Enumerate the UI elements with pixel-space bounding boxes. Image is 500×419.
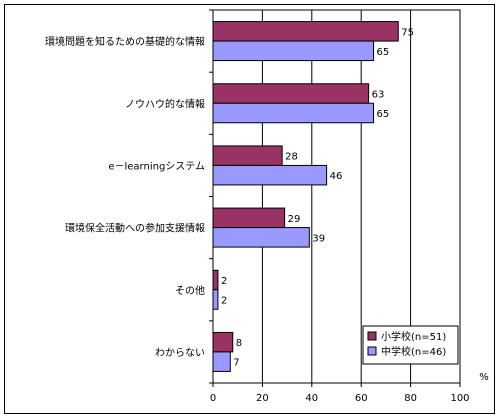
category-label-3: 環境保全活動への参加支援情報: [65, 222, 205, 235]
value-label-s1-c3: 39: [312, 233, 325, 244]
bars: [212, 21, 399, 372]
category-label-4: その他: [175, 284, 205, 297]
value-label-s0-c4: 2: [221, 276, 227, 287]
legend-box: [362, 325, 459, 365]
value-label-s0-c5: 8: [236, 338, 242, 349]
category-label-0: 環境問題を知るための基礎的な情報: [45, 35, 205, 48]
value-label-s0-c2: 28: [285, 152, 298, 163]
legend-label-1: 中学校(n=46): [381, 345, 446, 358]
bar-s0-c0: [212, 21, 399, 42]
bar-s0-c4: [212, 269, 219, 291]
x-tick-label-60: 60: [355, 393, 368, 404]
bar-s1-c2: [212, 164, 328, 186]
legend-swatch-0: [367, 331, 377, 341]
bar-s1-c4: [212, 289, 219, 310]
value-label-s1-c2: 46: [330, 171, 343, 182]
category-label-5: わからない: [155, 347, 205, 359]
bar-s1-c5: [212, 351, 231, 372]
bar-s1-c0: [212, 40, 375, 62]
value-label-s1-c1: 65: [377, 109, 390, 120]
axes: [209, 9, 461, 387]
x-tick-label-80: 80: [404, 393, 417, 404]
bar-s1-c3: [212, 227, 310, 248]
legend-swatch-1: [367, 346, 377, 356]
legend-label-0: 小学校(n=51): [381, 330, 446, 343]
category-label-1: ノウハウ的な情報: [125, 97, 205, 110]
category-label-2: e－learningシステム: [108, 160, 205, 172]
labels: 0 20 40 60 80 100% 環境問題を知るための基礎的な情報 75 65 ノウハウ的な情…: [45, 27, 489, 404]
value-label-s1-c4: 2: [221, 296, 227, 307]
value-label-s0-c0: 75: [401, 27, 414, 38]
bar-s1-c1: [212, 102, 375, 124]
bar-s0-c1: [212, 83, 370, 104]
x-tick-label-20: 20: [256, 393, 269, 404]
x-tick-label-0: 0: [210, 393, 216, 404]
bar-s0-c3: [212, 207, 286, 229]
legend: 小学校(n=51) 中学校(n=46): [362, 325, 459, 365]
value-label-s1-c5: 7: [233, 358, 239, 369]
value-label-s0-c1: 63: [372, 90, 385, 101]
x-tick-label-40: 40: [305, 393, 318, 404]
bar-s0-c5: [212, 331, 234, 353]
value-label-s0-c3: 29: [288, 214, 301, 225]
value-label-s1-c0: 65: [377, 47, 390, 58]
x-tick-label-100: 100: [450, 393, 469, 404]
bar-s0-c2: [212, 145, 283, 166]
x-axis-unit: %: [479, 372, 489, 383]
